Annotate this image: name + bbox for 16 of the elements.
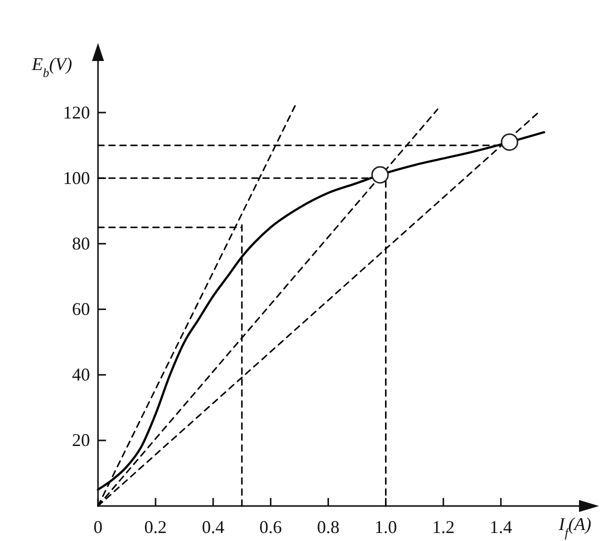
x-tick-label: 0.4 — [202, 516, 224, 537]
x-tick-label: 0 — [94, 516, 102, 537]
x-tick-label: 0.6 — [259, 516, 282, 537]
y-tick-label: 100 — [63, 168, 90, 188]
y-axis-title: E$_{b}$(V) — [30, 54, 72, 80]
x-tick-label: 1.0 — [374, 516, 398, 537]
x-axis-title: I$_{f}$(A) — [558, 514, 592, 540]
x-tick-label: 0.8 — [316, 516, 340, 537]
y-tick-label: 40 — [72, 364, 90, 385]
x-tick-label: 0.2 — [144, 516, 167, 537]
y-tick-label: 80 — [72, 233, 90, 254]
y-tick-label: 20 — [72, 430, 90, 450]
y-tick-label: 120 — [63, 102, 90, 122]
x-tick-label: 1.4 — [490, 516, 512, 537]
y-tick-label: 60 — [72, 299, 90, 320]
x-tick-label: 1.2 — [432, 516, 455, 537]
